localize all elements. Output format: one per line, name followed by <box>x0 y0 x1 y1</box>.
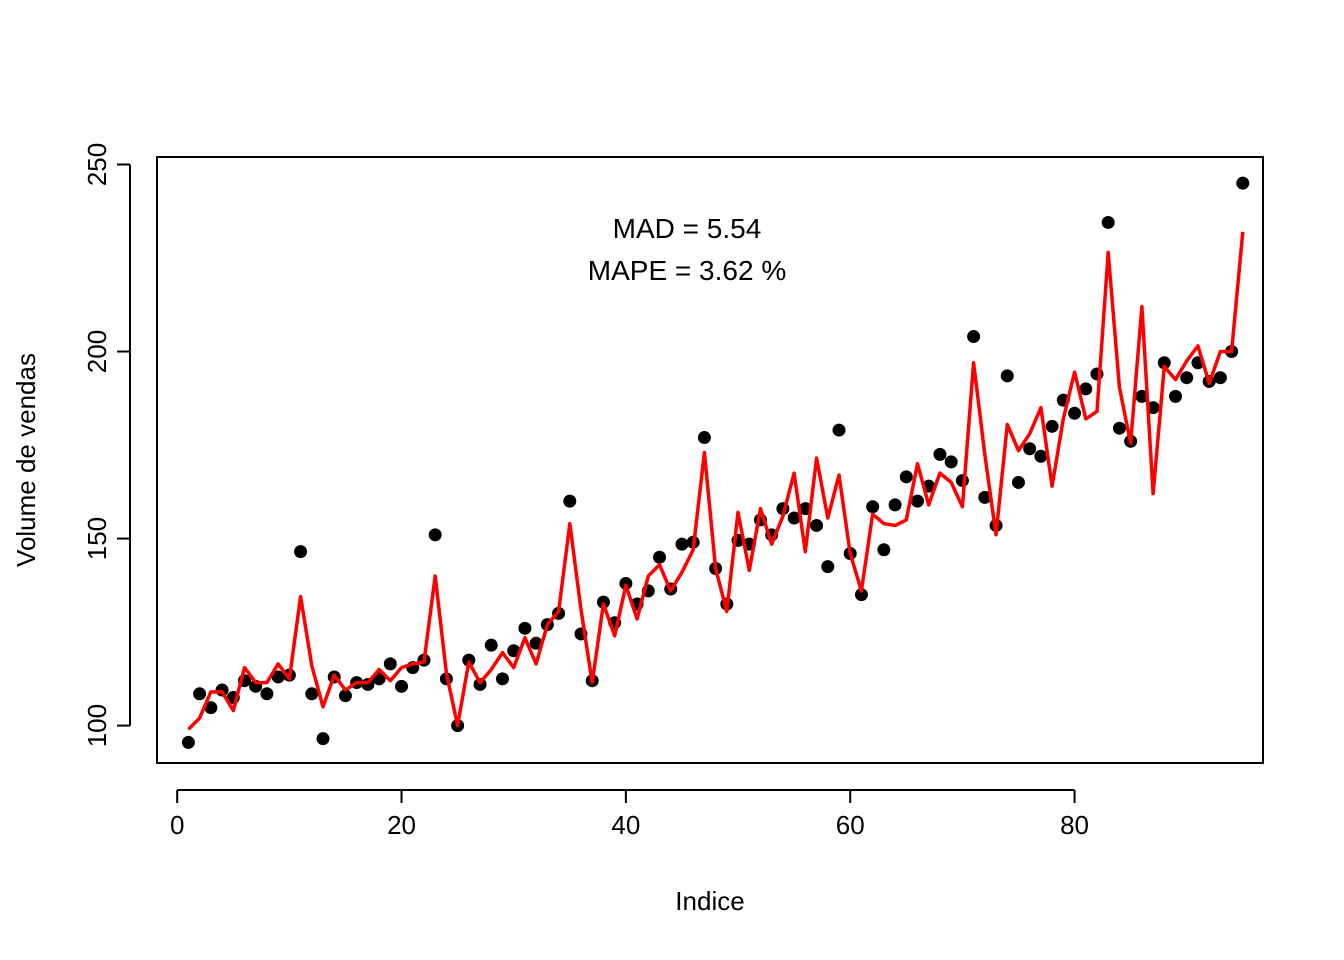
fitted-series-line <box>187 231 1245 731</box>
data-point <box>1000 369 1014 383</box>
data-point <box>697 431 711 445</box>
data-point <box>395 679 409 693</box>
data-point <box>653 550 667 564</box>
data-point <box>787 511 801 525</box>
data-point <box>854 588 868 602</box>
axes: 0 20 40 60 80 100 150 200 250 <box>82 143 1089 840</box>
data-point <box>316 732 330 746</box>
data-point <box>933 447 947 461</box>
x-tick-label: 20 <box>387 810 416 840</box>
data-point <box>967 330 981 344</box>
data-point <box>1135 389 1149 403</box>
y-tick-label: 200 <box>82 330 112 373</box>
data-point <box>888 498 902 512</box>
data-point <box>1180 371 1194 385</box>
data-point <box>563 494 577 508</box>
data-point <box>1157 356 1171 370</box>
data-point <box>462 653 476 667</box>
y-tick-label: 250 <box>82 143 112 186</box>
plot-area <box>156 156 1264 764</box>
data-point <box>911 494 925 508</box>
x-axis-label: Indice <box>675 886 744 916</box>
data-point <box>1079 382 1093 396</box>
data-point <box>1045 419 1059 433</box>
data-point <box>877 543 891 557</box>
data-point <box>338 689 352 703</box>
data-point <box>181 735 195 749</box>
data-point <box>810 518 824 532</box>
y-tick-label: 100 <box>82 704 112 747</box>
data-point <box>832 423 846 437</box>
data-point <box>383 657 397 671</box>
y-axis-label: Volume de vendas <box>11 353 41 567</box>
data-point <box>866 500 880 514</box>
data-point <box>944 455 958 469</box>
x-tick-label: 40 <box>611 810 640 840</box>
data-point <box>495 672 509 686</box>
data-point <box>294 545 308 559</box>
data-point <box>978 490 992 504</box>
data-point <box>271 670 285 684</box>
data-point <box>1101 215 1115 229</box>
data-point <box>260 687 274 701</box>
data-point <box>1034 449 1048 463</box>
mad-annotation: MAD = 5.54 <box>613 213 762 244</box>
data-point <box>204 701 218 715</box>
data-point <box>1236 176 1250 190</box>
plot-frame <box>156 156 1264 764</box>
data-point <box>305 687 319 701</box>
data-point <box>484 638 498 652</box>
data-point <box>1213 371 1227 385</box>
data-point <box>1023 442 1037 456</box>
data-point <box>1011 475 1025 489</box>
data-point <box>428 528 442 542</box>
data-point <box>899 470 913 484</box>
data-point <box>1169 389 1183 403</box>
data-point <box>518 621 532 635</box>
mape-annotation: MAPE = 3.62 % <box>588 255 786 286</box>
data-point <box>619 576 633 590</box>
data-point <box>1068 406 1082 420</box>
data-point <box>675 537 689 551</box>
data-point <box>596 595 610 609</box>
data-point <box>1112 421 1126 435</box>
x-tick-label: 60 <box>836 810 865 840</box>
x-tick-label: 80 <box>1060 810 1089 840</box>
fitted-line <box>187 231 1245 731</box>
data-point <box>821 560 835 574</box>
x-tick-label: 0 <box>170 810 184 840</box>
data-point <box>193 687 207 701</box>
y-tick-label: 150 <box>82 517 112 560</box>
